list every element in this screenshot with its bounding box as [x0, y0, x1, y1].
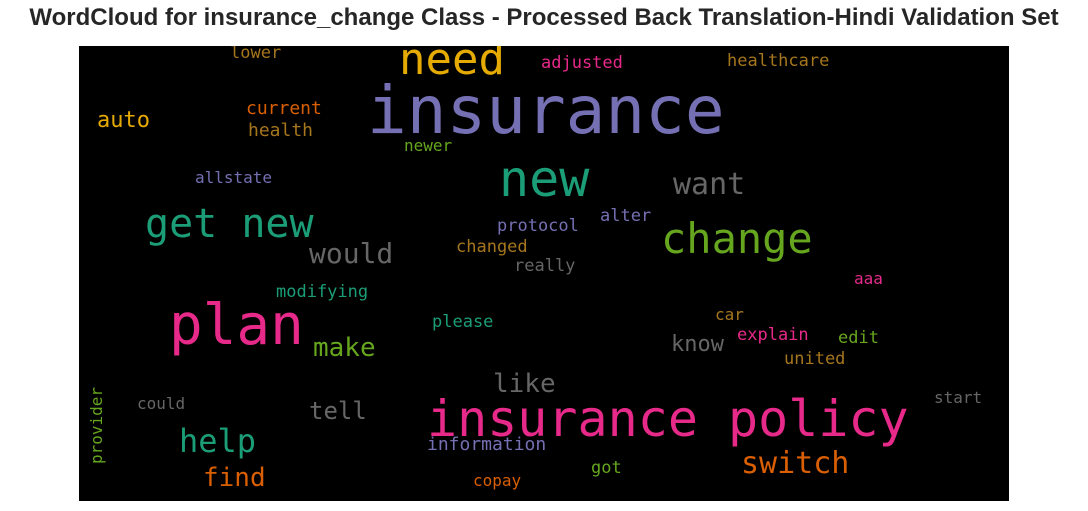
cloud-word: lower [230, 46, 282, 63]
cloud-word: like [493, 369, 556, 399]
word-cloud-canvas: insurance insurance policy plan new need chan… [79, 46, 1009, 501]
cloud-word: new [499, 150, 590, 208]
cloud-word: could [137, 394, 186, 413]
cloud-word: current [246, 98, 322, 119]
cloud-word: allstate [195, 168, 273, 187]
cloud-word: make [313, 333, 376, 363]
cloud-word: alter [600, 206, 652, 226]
cloud-word: would [309, 237, 394, 270]
cloud-word: insurance policy [427, 390, 909, 448]
cloud-word: protocol [497, 216, 579, 236]
cloud-word: get new [145, 201, 314, 247]
cloud-word: health [248, 120, 314, 141]
cloud-word: help [179, 422, 257, 460]
cloud-word: newer [404, 136, 453, 155]
cloud-word: plan [169, 293, 304, 358]
cloud-word: auto [97, 108, 150, 133]
cloud-word: changed [456, 237, 528, 257]
cloud-word: switch [741, 446, 850, 481]
cloud-word: tell [309, 397, 367, 425]
cloud-word: know [671, 332, 724, 357]
cloud-word: copay [473, 471, 522, 490]
cloud-word: information [427, 434, 547, 455]
cloud-word: want [673, 167, 746, 202]
cloud-word: find [203, 463, 266, 493]
cloud-word: provider [87, 386, 106, 464]
cloud-word: need [399, 46, 505, 85]
cloud-word: change [661, 214, 813, 263]
cloud-word: really [514, 256, 576, 276]
cloud-word: adjusted [541, 53, 623, 73]
cloud-word: aaa [854, 269, 883, 288]
figure-title: WordCloud for insurance_change Class - P… [29, 4, 1059, 31]
cloud-word: edit [838, 328, 879, 348]
cloud-word: explain [737, 325, 809, 345]
cloud-word: please [432, 312, 494, 332]
cloud-word: insurance [367, 72, 725, 149]
cloud-word: start [934, 388, 983, 407]
cloud-word: united [784, 349, 846, 369]
cloud-word: modifying [276, 282, 369, 302]
cloud-word: car [715, 305, 744, 324]
cloud-word: got [591, 458, 622, 478]
cloud-word: healthcare [727, 51, 830, 71]
